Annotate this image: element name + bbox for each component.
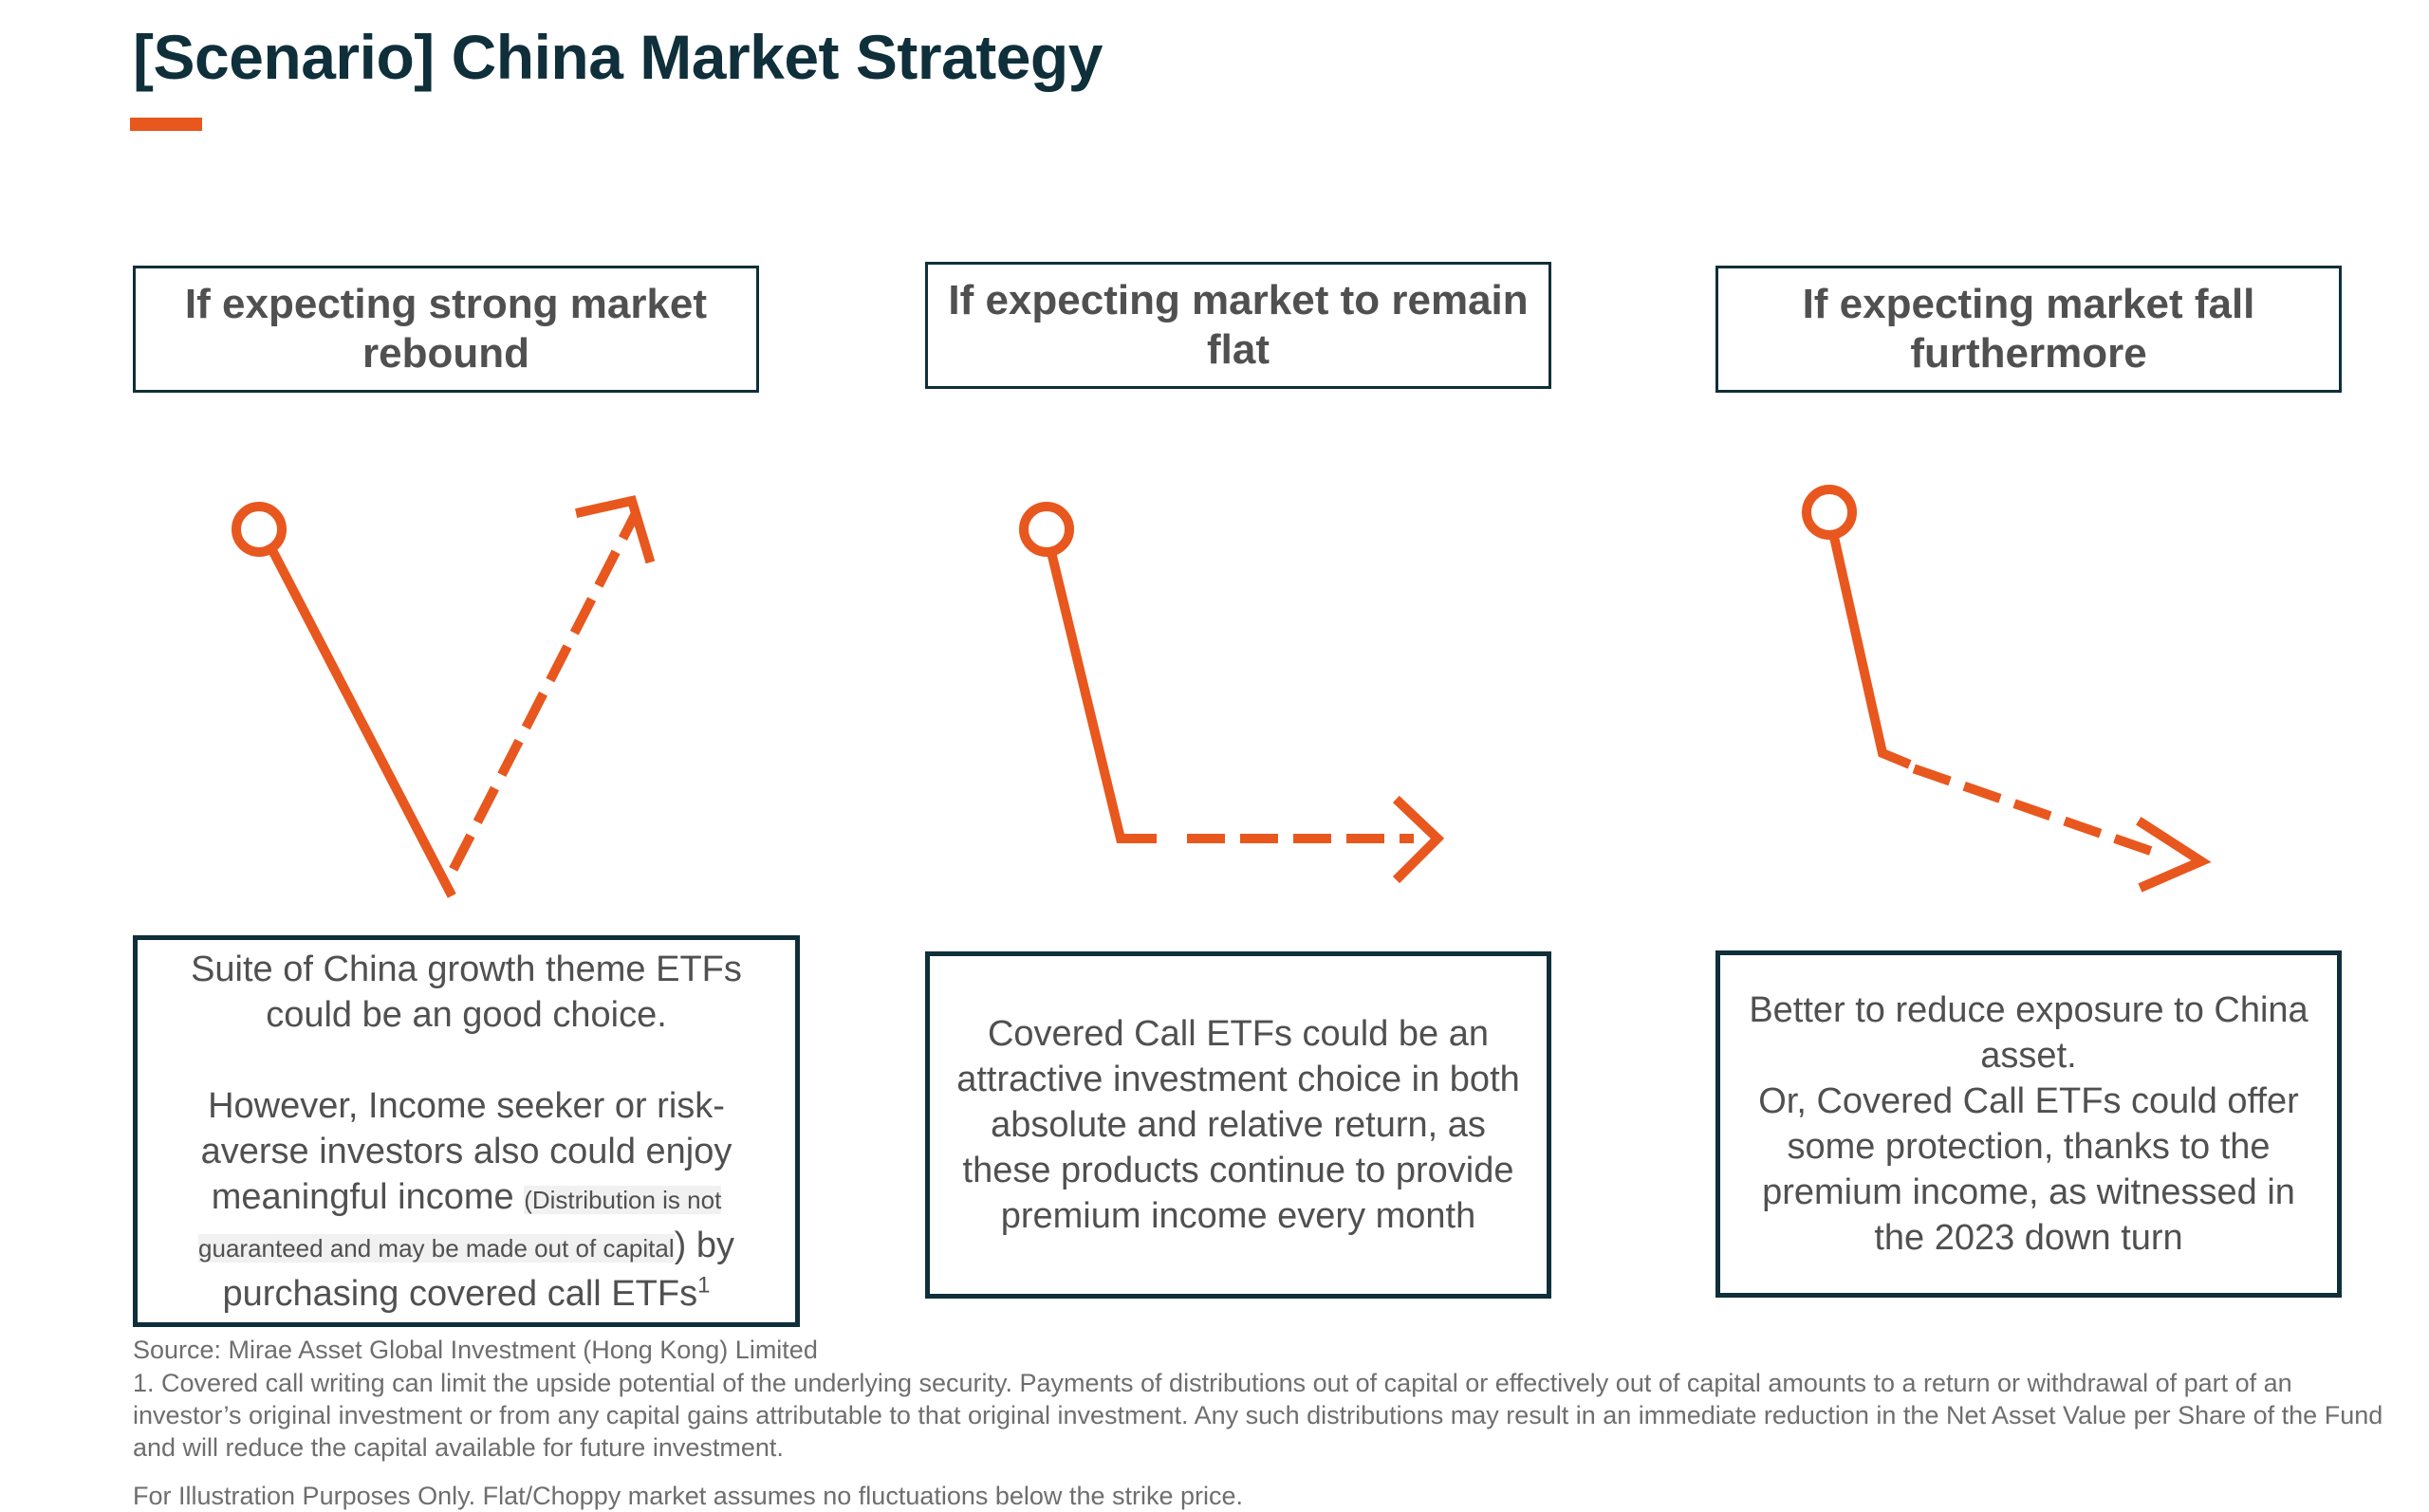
fall-decline-line [1828,531,1912,769]
fall-arrowhead [2136,817,2212,893]
flat-text: Covered Call ETFs could be an attractive… [956,1014,1520,1236]
footnote-marker: 1 [697,1271,711,1298]
rebound-start-marker [232,502,287,557]
fall-start-marker [1802,485,1857,540]
scenario-heading-fall: If expecting market fall furthermore [1715,266,2342,393]
rebound-arrowhead [575,495,656,564]
title-accent-bar [130,118,202,131]
source-note: Source: Mirae Asset Global Investment (H… [133,1336,818,1364]
fall-projection-line [1912,764,2165,860]
flat-arrowhead [1392,795,1445,884]
scenario-body-flat: Covered Call ETFs could be an attractive… [925,951,1551,1299]
rebound-text-2: However, Income seeker or risk-averse in… [155,1083,778,1317]
rebound-projection-line [449,510,640,872]
flat-decline-line [1045,545,1157,843]
rebound-decline-line [265,542,456,898]
disclaimer-text: For Illustration Purposes Only. Flat/Cho… [133,1482,1244,1510]
rebound-text-1: Suite of China growth theme ETFs could b… [191,949,742,1035]
fall-text-2: Or, Covered Call ETFs could offer some p… [1758,1081,2299,1258]
footnote-text: 1. Covered call writing can limit the up… [133,1369,2383,1462]
rebound-text-2-start: However, Income seeker or risk-averse in… [200,1085,732,1217]
scenario-heading-flat: If expecting market to remain flat [925,262,1551,389]
rebound-text-2-end: ) by purchasing covered call ETFs [222,1225,734,1314]
fall-text-1: Better to reduce exposure to China asset… [1749,990,2308,1076]
scenario-body-rebound: Suite of China growth theme ETFs could b… [133,935,800,1327]
flat-start-marker [1019,502,1074,557]
scenario-body-fall: Better to reduce exposure to China asset… [1715,950,2342,1298]
scenario-heading-rebound: If expecting strong market rebound [133,266,759,393]
page-title: [Scenario] China Market Strategy [133,22,1103,92]
